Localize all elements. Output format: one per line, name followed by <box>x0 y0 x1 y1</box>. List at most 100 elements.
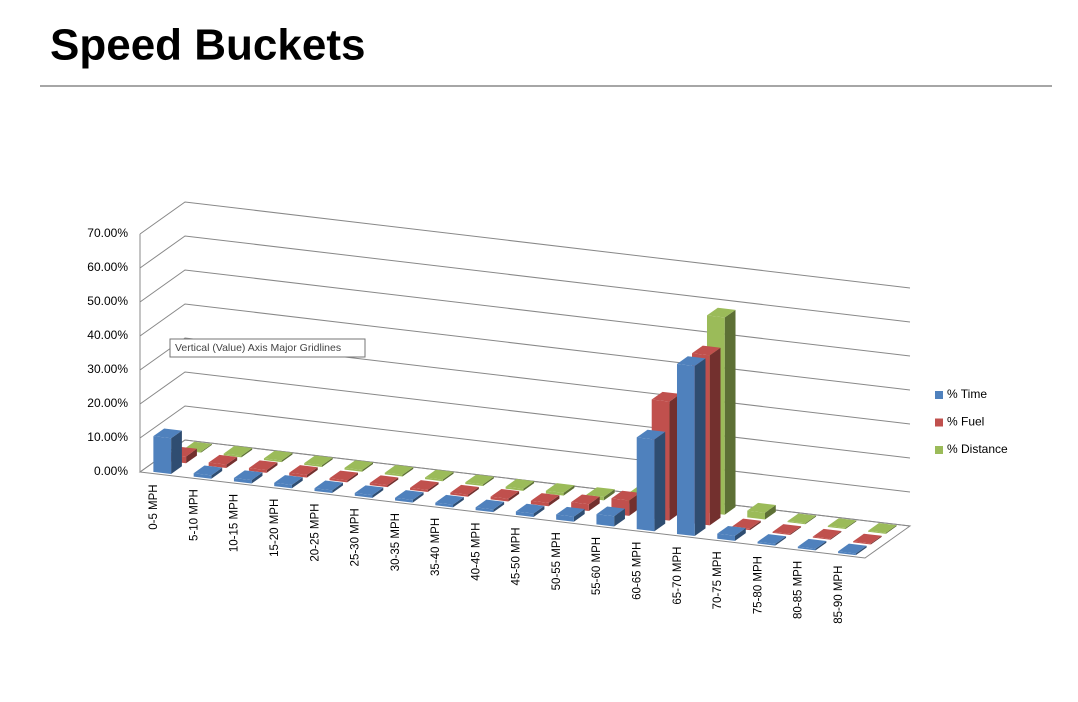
bar <box>395 497 413 503</box>
bar <box>314 488 333 494</box>
bar <box>425 477 443 482</box>
y-tick-label: 50.00% <box>87 294 128 308</box>
grid-line <box>139 201 911 289</box>
bar-side <box>508 491 520 502</box>
bar-side <box>523 481 535 491</box>
x-tick-label: 35-40 MPH <box>430 518 442 576</box>
bar-top <box>747 502 776 513</box>
bar-side <box>362 462 374 472</box>
bar <box>717 533 735 541</box>
bar <box>787 521 806 525</box>
bar <box>384 472 403 477</box>
bar-side <box>563 485 575 496</box>
bar-top <box>193 465 223 476</box>
bar <box>450 492 469 497</box>
bar-side <box>815 541 827 551</box>
bar <box>289 472 307 478</box>
bar-top <box>153 428 182 439</box>
bar-side <box>493 501 505 513</box>
x-tick-label: 20-25 MPH <box>309 504 321 562</box>
legend-label: % Fuel <box>947 415 984 429</box>
bar <box>827 525 846 530</box>
grid-line <box>139 235 911 323</box>
bar-side <box>775 536 787 546</box>
bar-top <box>797 538 827 549</box>
bar-top <box>450 484 479 495</box>
bar-top <box>853 533 882 544</box>
bar <box>369 483 388 488</box>
bar-side <box>442 471 454 482</box>
bar-top <box>274 475 303 485</box>
bar <box>153 436 172 474</box>
legend-swatch <box>935 391 943 399</box>
x-tick-label: 80-85 MPH <box>793 561 805 619</box>
bar-side <box>306 467 318 478</box>
bar-side <box>291 477 303 489</box>
legend-label: % Time <box>947 387 987 401</box>
bar-top <box>586 487 615 497</box>
bar-top <box>596 506 625 517</box>
y-tick-label: 60.00% <box>87 260 128 274</box>
bar-side <box>790 526 802 535</box>
bar-side <box>453 496 464 508</box>
bar-top <box>425 469 454 480</box>
bar-side <box>211 467 223 479</box>
bar-top <box>636 429 666 440</box>
bar <box>435 502 454 508</box>
bar-side <box>709 347 721 526</box>
bar-side <box>483 476 494 487</box>
x-tick-label: 40-45 MPH <box>470 523 482 581</box>
bar-top <box>263 450 293 461</box>
chart: 0.00% 10.00% 20.00% 30.00% 40.00% 50.00% 60.00… <box>87 201 1008 624</box>
legend-label: % Distance <box>947 442 1008 456</box>
bar-top <box>691 345 721 356</box>
y-tick-label: 0.00% <box>94 464 128 478</box>
bar-side <box>830 531 842 540</box>
bar-side <box>805 515 817 525</box>
bar-top <box>354 485 384 496</box>
bar <box>812 536 831 540</box>
y-tick-label: 40.00% <box>87 328 128 342</box>
bar-top <box>827 518 857 529</box>
bar <box>530 500 549 507</box>
tooltip-box <box>169 338 366 358</box>
x-tick-label: 55-60 MPH <box>591 537 603 595</box>
bar-top <box>812 528 842 539</box>
bar-top <box>344 460 374 471</box>
bar <box>636 437 655 532</box>
x-tick-label: 5-10 MPH <box>188 489 200 541</box>
bar-top <box>248 460 278 471</box>
bar-top <box>233 470 263 481</box>
bar-top <box>465 474 494 485</box>
bar <box>490 496 509 502</box>
bar-side <box>171 430 182 474</box>
bar-top <box>611 490 640 501</box>
slide-title: Speed Buckets <box>50 21 365 70</box>
floor <box>138 439 912 559</box>
bar-side <box>387 477 399 488</box>
bar-side <box>603 489 615 501</box>
bar <box>475 507 494 513</box>
bar-side <box>845 520 857 530</box>
bar-side <box>372 487 384 498</box>
bar-top <box>651 391 681 402</box>
bar-top <box>505 479 535 489</box>
bar <box>274 482 292 489</box>
bar-side <box>402 467 414 477</box>
bar-top <box>868 523 897 533</box>
bar-side <box>226 456 238 469</box>
x-tick-label: 85-90 MPH <box>833 566 845 624</box>
bar <box>596 514 615 527</box>
bar-side <box>614 508 625 527</box>
bar-side <box>201 443 212 453</box>
bar-side <box>186 448 197 464</box>
bar-side <box>694 358 706 537</box>
x-tick-label: 65-70 MPH <box>672 547 684 605</box>
x-tick-label: 25-30 MPH <box>350 508 362 566</box>
bar-top <box>717 525 746 536</box>
bar <box>868 530 886 534</box>
bar <box>505 486 524 491</box>
y-tick-label: 30.00% <box>87 362 128 376</box>
bar-side <box>588 496 600 512</box>
bar-side <box>321 457 333 467</box>
